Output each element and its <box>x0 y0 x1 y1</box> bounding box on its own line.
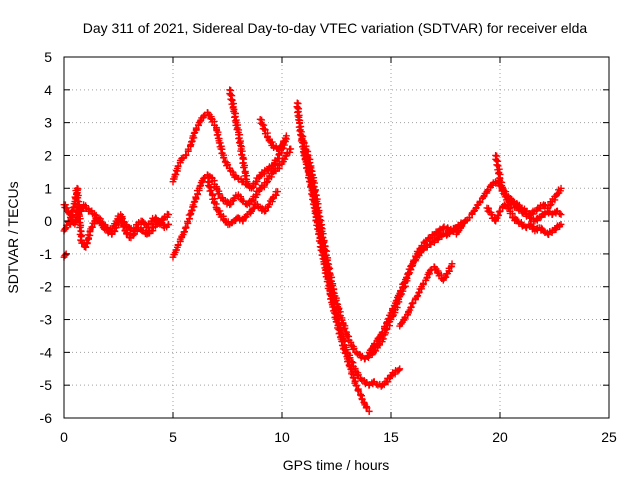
series-satellite-track-3 <box>60 250 70 261</box>
series-satellite-track-13 <box>396 260 456 330</box>
data-point <box>557 220 565 228</box>
data-point <box>396 365 404 373</box>
series-satellite-track-4 <box>169 109 290 192</box>
data-point <box>496 175 506 190</box>
data-point <box>228 96 238 112</box>
series-satellite-track-16 <box>492 152 565 225</box>
data-point <box>165 220 173 228</box>
x-tick-label: 5 <box>169 429 177 445</box>
data-point <box>75 211 86 244</box>
series-satellite-track-5 <box>169 145 295 261</box>
data-point <box>370 337 381 350</box>
grid-lines <box>64 57 609 418</box>
data-point <box>479 189 491 202</box>
x-tick-label: 20 <box>492 429 508 445</box>
y-tick-label: 3 <box>44 115 52 131</box>
data-point <box>282 132 290 140</box>
data-point <box>243 178 251 186</box>
data-point <box>339 335 350 354</box>
data-point <box>139 227 149 238</box>
data-point <box>274 188 282 195</box>
data-point <box>553 207 564 218</box>
data-point <box>235 129 244 147</box>
series-satellite-track-6 <box>226 86 251 186</box>
data-point <box>261 175 272 189</box>
data-point <box>405 300 416 317</box>
data-point <box>365 408 373 415</box>
plot-frame <box>63 56 610 419</box>
data-point <box>248 193 260 205</box>
data-point <box>293 99 304 124</box>
series-satellite-track-15 <box>483 201 565 238</box>
y-tick-label: 5 <box>44 49 52 65</box>
y-axis-label: SDTVAR / TECUs <box>5 181 21 293</box>
data-point <box>82 228 94 251</box>
data-point <box>169 167 181 186</box>
y-tick-label: 1 <box>44 180 52 196</box>
data-point <box>126 231 137 242</box>
x-tick-label: 10 <box>274 429 290 445</box>
data-point <box>361 353 372 363</box>
y-tick-label: -1 <box>40 246 53 262</box>
data-point <box>60 251 69 261</box>
x-tick-label: 15 <box>383 429 399 445</box>
y-tick-label: -3 <box>40 312 53 328</box>
data-point <box>204 109 215 123</box>
data-point <box>404 261 417 277</box>
data-point <box>213 125 225 151</box>
y-tick-label: -2 <box>40 279 53 295</box>
series-satellite-track-14 <box>453 178 565 238</box>
data-point <box>187 129 198 150</box>
chart-title: Day 311 of 2021, Sidereal Day-to-day VTE… <box>83 20 588 36</box>
data-point <box>335 319 347 342</box>
y-tick-label: -5 <box>40 377 53 393</box>
data-point <box>422 269 433 284</box>
y-tick-label: -6 <box>40 410 53 426</box>
data-point <box>400 311 411 323</box>
y-tick-label: 4 <box>44 82 52 98</box>
data-point <box>165 211 173 218</box>
data-point <box>557 184 565 192</box>
series-satellite-track-8 <box>256 115 290 153</box>
data-point <box>60 225 69 235</box>
series-satellite-track-12 <box>365 217 469 356</box>
data-point <box>557 211 565 218</box>
data-point <box>173 235 184 251</box>
data-point <box>448 260 456 268</box>
data-point <box>444 262 455 277</box>
y-tick-label: 2 <box>44 147 52 163</box>
data-point <box>400 270 411 287</box>
data-point <box>322 260 334 290</box>
series-satellite-track-7 <box>204 178 282 229</box>
y-tick-label: -4 <box>40 344 53 360</box>
data-point <box>308 184 321 217</box>
data-point <box>248 180 260 192</box>
data-point <box>73 184 84 218</box>
data-point <box>548 225 560 235</box>
data-points <box>60 86 565 415</box>
data-point <box>108 224 119 238</box>
series-satellite-track-11 <box>300 145 404 390</box>
x-tick-label: 25 <box>601 429 617 445</box>
data-point <box>374 330 385 343</box>
data-point <box>391 292 403 307</box>
series-satellite-track-2 <box>60 184 173 251</box>
data-point <box>217 145 229 165</box>
data-point <box>82 204 93 215</box>
data-point <box>287 145 295 153</box>
data-point <box>230 106 240 125</box>
data-point <box>492 208 503 225</box>
x-axis-label: GPS time / hours <box>283 457 390 473</box>
data-point <box>178 224 189 241</box>
x-tick-label: 0 <box>60 429 68 445</box>
data-point <box>313 211 326 242</box>
data-point <box>182 211 193 232</box>
data-point <box>173 157 184 172</box>
data-point <box>326 283 338 308</box>
y-tick-label: 0 <box>44 213 52 229</box>
